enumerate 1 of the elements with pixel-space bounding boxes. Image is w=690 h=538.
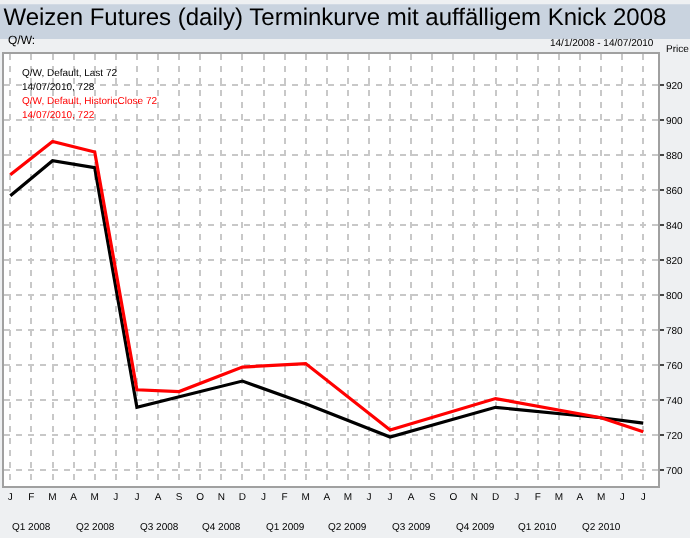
chart-title: Weizen Futures (daily) Terminkurve mit auffälligem Knick 2008 <box>3 2 668 31</box>
